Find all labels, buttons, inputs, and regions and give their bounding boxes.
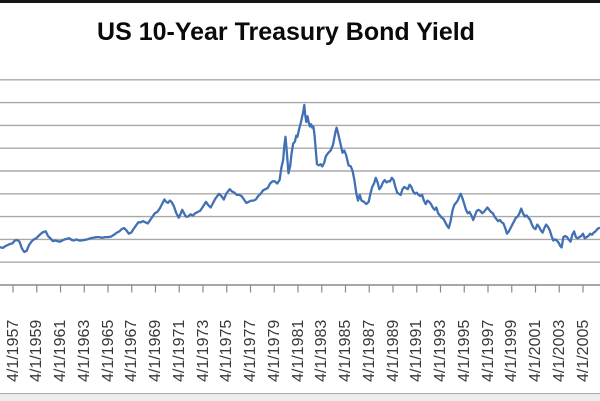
- x-axis-label: 4/1/1983: [313, 319, 331, 382]
- x-axis-label: 4/1/1995: [455, 319, 473, 382]
- top-border-bar: [0, 0, 600, 3]
- x-axis-label: 4/1/1991: [408, 319, 426, 382]
- x-axis-label: 4/1/1957: [4, 319, 22, 382]
- x-axis-label: 4/1/1959: [28, 319, 46, 382]
- x-axis-label: 4/1/2001: [527, 319, 544, 382]
- x-axis-label: 4/1/1965: [99, 319, 117, 382]
- x-axis-label: 4/1/2005: [574, 319, 592, 382]
- chart-title: US 10-Year Treasury Bond Yield: [97, 18, 475, 46]
- x-axis-label: 4/1/1999: [503, 319, 521, 382]
- x-axis-label: 4/1/1997: [479, 319, 497, 382]
- x-axis-label: 4/1/1993: [432, 319, 449, 382]
- x-axis-label: 4/1/1973: [194, 319, 212, 382]
- x-axis-label: 4/1/1985: [337, 319, 354, 382]
- x-axis-label: 4/1/1971: [170, 319, 188, 382]
- x-axis-label: 4/1/2003: [550, 319, 568, 382]
- x-axis-label: 4/1/1981: [289, 319, 307, 382]
- bottom-border-strip: [0, 393, 600, 401]
- x-axis-label: 4/1/1967: [123, 319, 141, 382]
- x-axis-label: 4/1/1975: [218, 319, 236, 382]
- x-axis-label: 4/1/1989: [384, 319, 402, 382]
- x-axis-label: 4/1/1977: [242, 319, 259, 382]
- x-axis-label: 4/1/1987: [360, 319, 378, 382]
- x-axis-label: 4/1/1979: [265, 319, 283, 382]
- x-axis-label: 4/1/1963: [75, 319, 93, 382]
- x-axis-label: 4/1/1961: [52, 319, 69, 382]
- x-axis-label: 4/1/1969: [147, 319, 164, 382]
- yield-line-series: [0, 103, 600, 254]
